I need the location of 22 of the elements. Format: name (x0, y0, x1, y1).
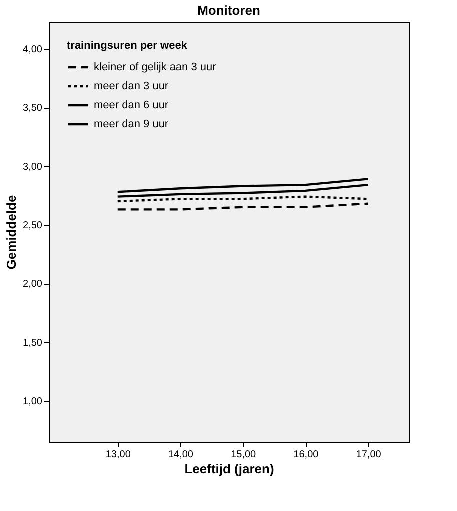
y-tick-label: 3,50 (23, 103, 43, 114)
line-series (116, 178, 370, 194)
y-tick-label: 2,50 (23, 220, 43, 232)
y-tick-label: 1,50 (23, 338, 43, 349)
legend-label: kleiner of gelijk aan 3 uur (94, 62, 217, 74)
y-axis-title: Gemiddelde (4, 195, 20, 270)
legend-title: trainingsuren per week (67, 40, 188, 52)
x-axis-title: Leeftijd (jaren) (184, 462, 274, 476)
chart-title: Monitoren (198, 3, 260, 18)
x-tick-label: 17,00 (356, 450, 382, 460)
x-tick-label: 14,00 (168, 450, 194, 460)
y-tick-label: 1,00 (23, 396, 43, 408)
legend-label: meer dan 3 uur (94, 80, 169, 92)
y-tick-label: 3,00 (23, 162, 43, 173)
line-series (116, 184, 370, 198)
x-tick-label: 13,00 (106, 450, 132, 460)
y-tick-label: 4,00 (23, 44, 43, 56)
legend-label: meer dan 6 uur (94, 100, 169, 112)
y-tick-label: 2,00 (23, 279, 43, 290)
x-tick-label: 15,00 (231, 450, 257, 460)
legend-label: meer dan 9 uur (94, 118, 169, 130)
x-tick-label: 16,00 (294, 450, 320, 460)
